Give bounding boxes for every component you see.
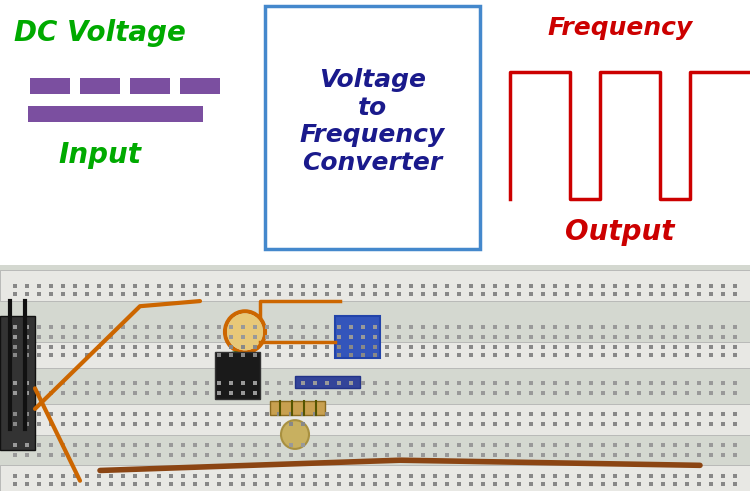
Bar (30, 79, 70, 94)
Bar (270, 401, 325, 415)
Bar (295, 376, 360, 388)
Text: Voltage
to
Frequency
Converter: Voltage to Frequency Converter (300, 68, 446, 175)
Circle shape (227, 313, 263, 351)
Circle shape (281, 420, 309, 449)
Text: Output: Output (566, 218, 675, 246)
FancyBboxPatch shape (265, 5, 480, 248)
Bar (0, 342, 750, 368)
Text: DC Voltage: DC Voltage (14, 19, 186, 47)
Bar (80, 79, 120, 94)
Bar (0, 465, 750, 491)
Bar (0, 317, 35, 450)
Text: Input: Input (58, 140, 142, 169)
Bar (335, 317, 380, 357)
Text: Frequency: Frequency (548, 16, 693, 40)
Bar (28, 106, 203, 122)
Bar (0, 270, 750, 301)
Bar (130, 79, 170, 94)
Circle shape (225, 353, 245, 373)
Bar (180, 79, 220, 94)
Bar (0, 404, 750, 435)
Bar (215, 353, 260, 399)
